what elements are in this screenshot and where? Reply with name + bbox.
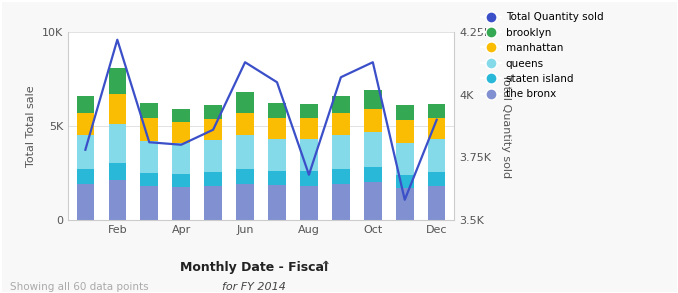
Bar [396, 120, 414, 143]
Bar [204, 172, 222, 186]
Bar [428, 118, 445, 139]
Bar [77, 169, 94, 184]
Text: Showing all 60 data points: Showing all 60 data points [10, 282, 148, 292]
Y-axis label: Total Quantity sold: Total Quantity sold [500, 74, 511, 178]
Bar [300, 118, 318, 139]
Bar [300, 139, 318, 171]
Bar [396, 143, 414, 175]
Bar [428, 186, 445, 220]
Bar [236, 92, 254, 113]
Bar [332, 96, 350, 113]
Bar [364, 109, 382, 132]
Bar [108, 163, 126, 180]
Bar [268, 118, 286, 139]
Bar [268, 103, 286, 118]
Bar [140, 173, 158, 186]
Bar [300, 171, 318, 186]
Bar [140, 118, 158, 141]
Bar [172, 143, 190, 174]
Bar [236, 135, 254, 169]
Bar [396, 175, 414, 188]
Bar [236, 169, 254, 184]
Bar [140, 141, 158, 173]
Bar [428, 172, 445, 186]
Bar [108, 68, 126, 94]
Bar [364, 167, 382, 182]
Bar [172, 122, 190, 143]
Bar [172, 187, 190, 220]
Legend: Total Quantity sold, brooklyn, manhattan, queens, staten island, the bronx: Total Quantity sold, brooklyn, manhattan… [477, 8, 607, 103]
Bar [364, 182, 382, 220]
Bar [204, 186, 222, 220]
Bar [428, 104, 445, 118]
Bar [140, 103, 158, 118]
Bar [77, 96, 94, 113]
Bar [204, 140, 222, 172]
Bar [300, 186, 318, 220]
Bar [108, 94, 126, 124]
Bar [140, 186, 158, 220]
Bar [396, 188, 414, 220]
Bar [204, 105, 222, 120]
Y-axis label: Total Total sale: Total Total sale [26, 85, 36, 167]
Bar [268, 171, 286, 185]
Bar [108, 180, 126, 220]
Bar [364, 132, 382, 167]
Bar [77, 135, 94, 169]
Bar [332, 184, 350, 220]
Bar [204, 120, 222, 140]
Bar [236, 184, 254, 220]
Bar [268, 185, 286, 220]
Bar [108, 124, 126, 163]
Bar [396, 105, 414, 120]
Bar [300, 104, 318, 118]
Bar [332, 135, 350, 169]
Bar [172, 174, 190, 187]
Bar [172, 109, 190, 122]
Bar [332, 113, 350, 135]
Bar [332, 169, 350, 184]
Text: for FY 2014: for FY 2014 [222, 282, 286, 292]
Bar [268, 139, 286, 171]
Bar [77, 113, 94, 135]
Bar [236, 113, 254, 135]
Bar [77, 184, 94, 220]
Bar [364, 90, 382, 109]
Text: Monthly Date - Fiscal: Monthly Date - Fiscal [180, 261, 328, 274]
Bar [428, 139, 445, 172]
Text: ↑: ↑ [319, 260, 332, 274]
